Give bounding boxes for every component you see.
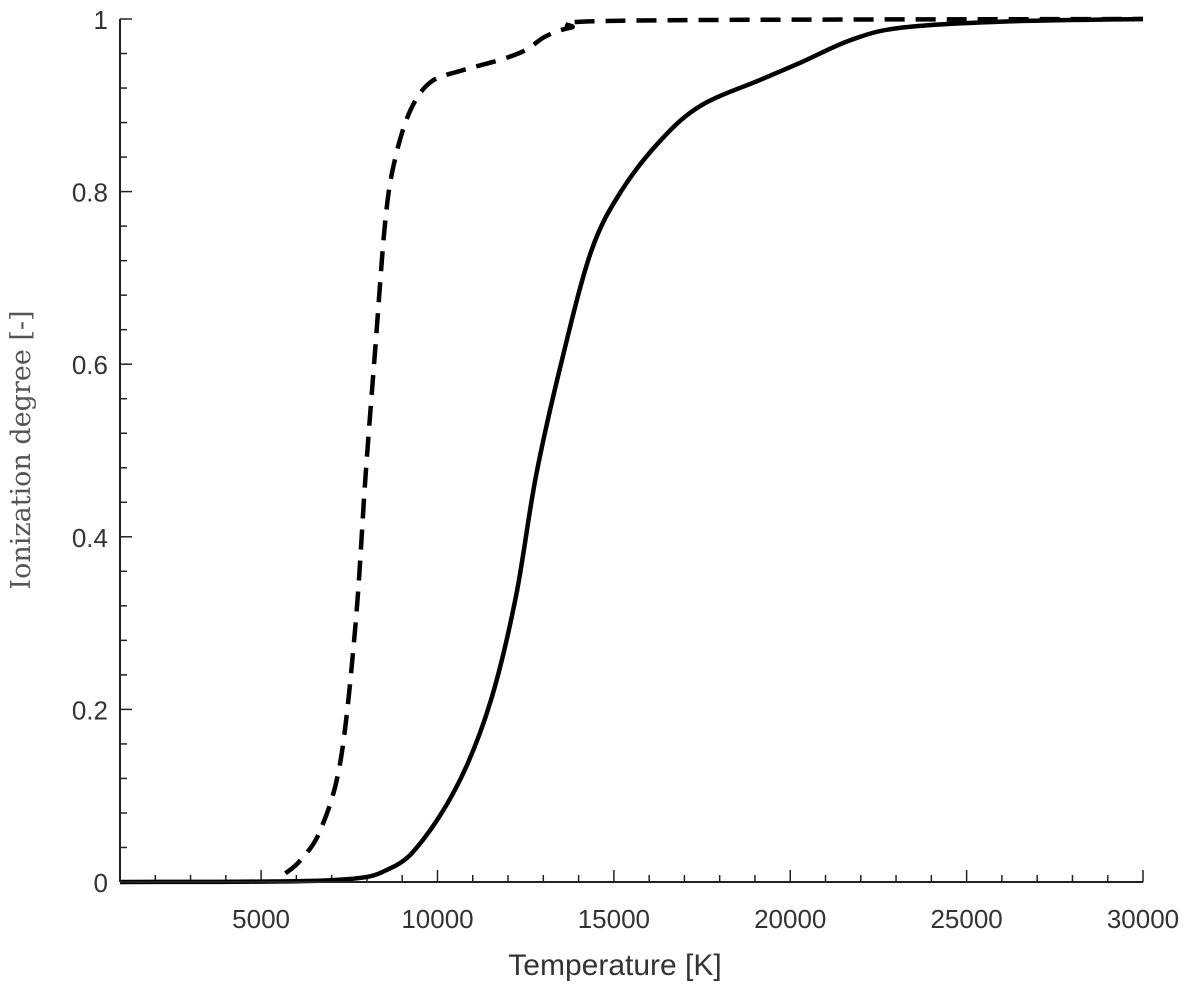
x-axis-label: Temperature [K] bbox=[508, 949, 721, 982]
y-tick-label: 1 bbox=[94, 5, 108, 35]
x-tick-label: 15000 bbox=[578, 904, 650, 934]
x-tick-labels: 5000 10000 15000 20000 25000 30000 bbox=[232, 904, 1179, 934]
series-line-dashed bbox=[283, 16, 1144, 876]
y-tick-label: 0.2 bbox=[72, 695, 108, 725]
x-tick-label: 10000 bbox=[401, 904, 473, 934]
x-tick-label: 5000 bbox=[232, 904, 290, 934]
y-axis-label: Ionization degree [-] bbox=[6, 310, 37, 589]
y-tick-label: 0.6 bbox=[72, 350, 108, 380]
y-tick-labels: 0 0.2 0.4 0.6 0.8 1 bbox=[72, 5, 108, 898]
series-line-solid bbox=[119, 16, 1144, 885]
y-tick-label: 0.4 bbox=[72, 523, 108, 553]
x-tick-label: 25000 bbox=[930, 904, 1002, 934]
minor-ticks bbox=[119, 18, 1144, 883]
curves bbox=[119, 16, 1144, 885]
x-tick-label: 20000 bbox=[754, 904, 826, 934]
x-tick-label: 30000 bbox=[1107, 904, 1179, 934]
y-tick-label: 0 bbox=[94, 868, 108, 898]
y-tick-label: 0.8 bbox=[72, 178, 108, 208]
